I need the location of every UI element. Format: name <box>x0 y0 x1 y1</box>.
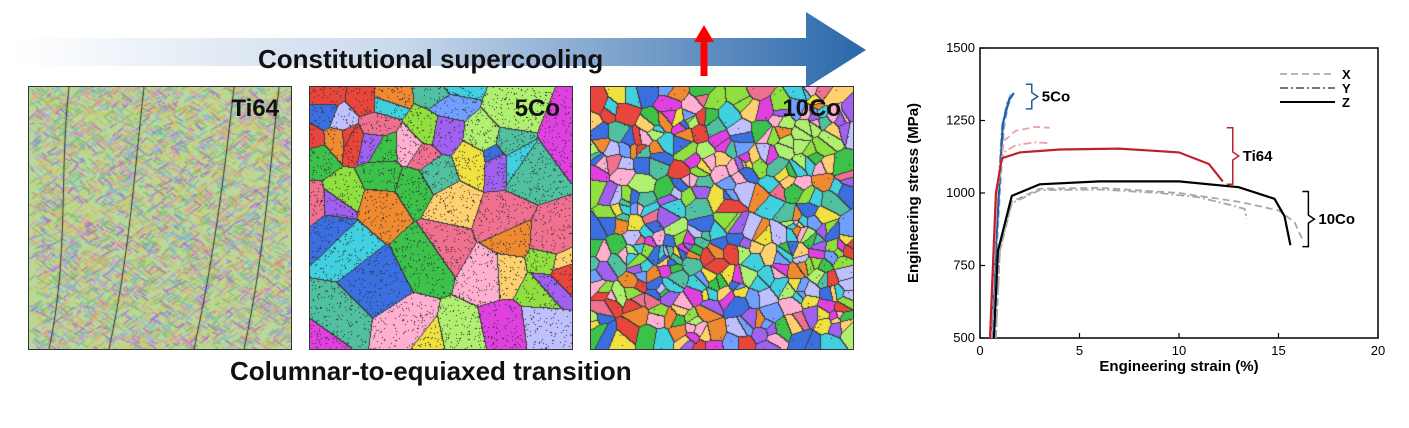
banner-title: Constitutional supercooling <box>258 44 604 74</box>
group-label-10co: 10Co <box>1318 211 1355 228</box>
x-tick-label: 5 <box>1076 343 1083 358</box>
x-axis-label: Engineering strain (%) <box>1099 358 1258 375</box>
bracket-10co <box>1302 190 1316 248</box>
bracket-5co <box>1025 83 1040 110</box>
banner-arrow-shape <box>14 12 866 88</box>
chart-axes: 0 5 10 15 20 500 750 1000 1250 1500 Engineering st… <box>905 40 1385 375</box>
x-tick-label: 15 <box>1271 343 1285 358</box>
y-tick-label: 500 <box>953 330 975 345</box>
y-tick-label: 1500 <box>946 40 975 55</box>
y-tick-label: 750 <box>953 258 975 273</box>
panel-label-ti64: Ti64 <box>231 95 279 122</box>
curve-10co-x <box>995 186 1304 339</box>
curve-10co-y <box>995 188 1248 339</box>
curve-10co-z <box>992 180 1292 339</box>
legend-label-z: Z <box>1342 95 1350 110</box>
y-tick-label: 1000 <box>946 185 975 200</box>
curve-ti64-y <box>990 141 1048 339</box>
ebsd-map-5co <box>310 87 572 349</box>
x-tick-label: 20 <box>1371 343 1385 358</box>
group-label-ti64: Ti64 <box>1243 148 1273 165</box>
chart-legend: XYZ <box>1280 67 1351 110</box>
panel-ti64: Ti64 <box>28 86 292 350</box>
chart-curves <box>988 92 1304 339</box>
panel-label-10co: 10Co <box>782 95 841 122</box>
legend-label-y: Y <box>1342 81 1351 96</box>
stress-strain-chart: 0 5 10 15 20 500 750 1000 1250 1500 Engineering st… <box>905 40 1385 375</box>
x-tick-label: 10 <box>1172 343 1186 358</box>
bracket-ti64 <box>1226 127 1241 186</box>
supercooling-arrow <box>14 12 866 88</box>
ebsd-map-10co <box>591 87 853 349</box>
legend-label-x: X <box>1342 67 1351 82</box>
y-axis-label: Engineering stress (MPa) <box>905 103 922 283</box>
panel-label-5co: 5Co <box>514 95 560 122</box>
curve-5co-z <box>989 92 1015 339</box>
curve-ti64-z <box>988 147 1224 339</box>
y-tick-label: 1250 <box>946 113 975 128</box>
panel-10co: 10Co <box>590 86 854 350</box>
ebsd-map-ti64 <box>29 87 291 349</box>
panel-5co: 5Co <box>309 86 573 350</box>
x-tick-label: 0 <box>976 343 983 358</box>
bottom-title: Columnar-to-equiaxed transition <box>230 356 632 386</box>
up-arrow-icon <box>694 25 714 76</box>
curve-ti64-x <box>990 125 1050 339</box>
group-label-5co: 5Co <box>1042 89 1070 106</box>
chart-annotations: 5Co Ti64 10Co <box>1025 83 1355 248</box>
